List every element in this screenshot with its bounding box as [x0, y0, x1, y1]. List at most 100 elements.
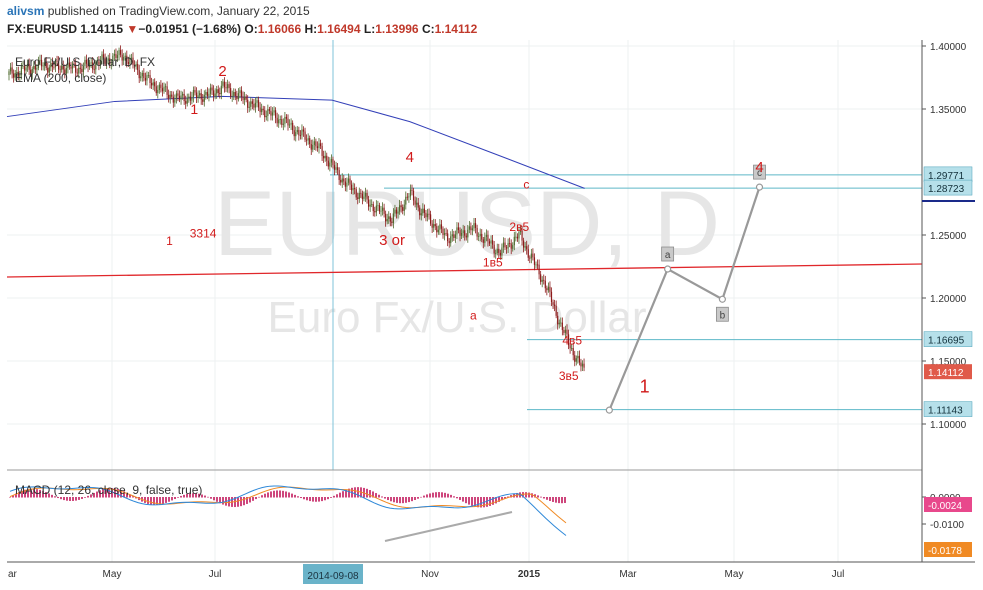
candle-body	[502, 242, 505, 248]
trend-line[interactable]	[6, 263, 923, 278]
candle-body	[468, 226, 470, 230]
candle-body	[273, 110, 275, 113]
candle-body	[366, 193, 368, 200]
candle-body	[381, 207, 384, 211]
candle-body	[242, 96, 244, 100]
wave-label: 1	[166, 234, 173, 248]
crosshair-date-badge	[303, 564, 363, 584]
candle-body	[129, 57, 131, 64]
price-axis[interactable]: 1.40000 1.35000 1.25000 1.20000 1.15000 1.100…	[922, 42, 975, 431]
candle-body	[302, 129, 305, 132]
series-legend[interactable]: Euro Fx/U.S. Dollar, D, FX	[15, 55, 155, 69]
candle-body	[361, 193, 363, 199]
candle-body	[572, 348, 574, 356]
candle-body	[577, 355, 579, 359]
candle-body	[195, 92, 198, 99]
candle-body	[250, 101, 252, 107]
candle-body	[121, 54, 123, 61]
level-price-label: 1.16695	[928, 336, 965, 347]
projection-node[interactable]	[755, 183, 764, 191]
candle-body	[98, 61, 100, 65]
candle-body	[180, 95, 182, 100]
candle-body	[71, 63, 74, 69]
candle-body	[256, 100, 258, 103]
projection-path[interactable]: a b c	[605, 164, 766, 414]
candle-body	[92, 62, 94, 70]
projection-node[interactable]	[605, 406, 613, 414]
candle-body	[411, 189, 413, 191]
candle-body	[206, 91, 208, 96]
projection-wave-badge	[661, 246, 675, 262]
macd-value-badge	[924, 542, 972, 557]
candle-body	[495, 252, 497, 254]
projection-node[interactable]	[718, 295, 726, 303]
candle-body	[106, 60, 108, 64]
candle-body	[312, 144, 314, 150]
candle-body	[389, 216, 391, 222]
ema-legend[interactable]: EMA (200, close)	[15, 71, 106, 85]
candle-body	[268, 109, 270, 111]
horizontal-levels[interactable]	[330, 174, 922, 411]
candle-body	[192, 89, 195, 98]
candle-body	[200, 93, 202, 100]
time-axis[interactable]: ar May Jul 2014-09-08 Nov 2015 Mar May Jul	[8, 564, 844, 584]
candle-body	[372, 204, 374, 212]
candle-body	[518, 231, 520, 239]
close-value: 1.14112	[434, 22, 478, 36]
candle-body	[462, 230, 464, 234]
candle-body	[395, 209, 398, 214]
projection-line[interactable]	[608, 186, 761, 411]
candle-body	[95, 62, 97, 70]
candle-body	[205, 91, 207, 95]
candle-body	[487, 234, 489, 242]
candle-body	[223, 81, 226, 88]
candle-body	[168, 94, 170, 99]
macd-axis[interactable]: 0.0000-0.0100-0.0024-0.0178	[922, 493, 972, 557]
macd-legend[interactable]: MACD (12, 26, close, 9, false, true)	[15, 483, 202, 497]
publish-text: published on TradingView.com, January 22…	[47, 4, 310, 18]
candle-body	[567, 334, 570, 346]
candle-body	[62, 65, 64, 70]
projection-node[interactable]	[664, 265, 672, 273]
candle-body	[261, 108, 263, 113]
wave-label: 3в5	[559, 369, 579, 383]
candle-body	[492, 240, 494, 245]
candle-body	[363, 196, 365, 199]
candle-body	[306, 139, 308, 141]
projection-wave-label: c	[757, 168, 762, 179]
candle-body	[552, 302, 554, 305]
candle-body	[319, 143, 322, 147]
candle-body	[65, 68, 67, 74]
candle-body	[50, 62, 52, 68]
candle-body	[575, 358, 577, 362]
price-chart[interactable]: EURUSD, D Euro Fx/U.S. Dollar a b c 2 1 4 с 2в…	[0, 40, 983, 590]
candle-body	[34, 65, 36, 70]
candle-body	[244, 96, 246, 100]
candle-body	[425, 212, 427, 218]
macd-divergence-line[interactable]	[384, 511, 513, 542]
candle-body	[544, 280, 546, 289]
candle-body	[118, 50, 120, 56]
candle-body	[445, 233, 447, 234]
candle-body	[564, 329, 567, 333]
candle-body	[516, 236, 518, 239]
candle-body	[479, 233, 481, 237]
candle-body	[102, 54, 105, 59]
candle-body	[400, 205, 402, 208]
candle-body	[275, 110, 277, 118]
candle-body	[84, 59, 86, 67]
price-change: −0.01951 (−1.68%)	[138, 22, 242, 36]
candle-body	[569, 345, 571, 349]
candle-body	[417, 202, 419, 208]
candle-body	[186, 97, 188, 104]
candle-body	[402, 207, 404, 211]
main-pane[interactable]	[7, 40, 922, 470]
macd-line	[9, 485, 567, 536]
ema-200-line	[6, 95, 585, 189]
candle-body	[453, 234, 455, 238]
candle-body	[11, 67, 13, 74]
candle-body	[454, 234, 456, 238]
candle-body	[169, 94, 171, 99]
candle-body	[191, 97, 193, 101]
author-link[interactable]: alivsm	[7, 4, 45, 18]
